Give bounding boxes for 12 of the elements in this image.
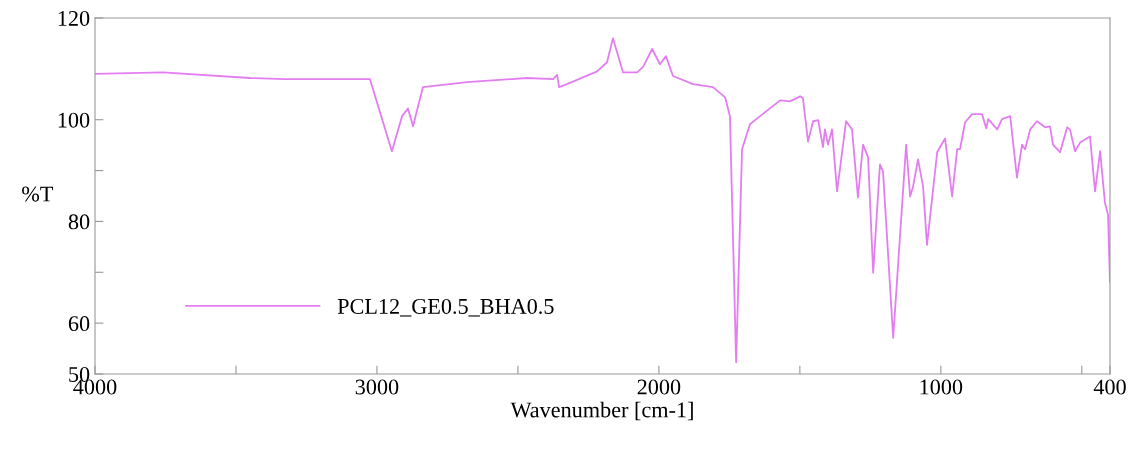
text: PCL12_GE0.5_BHA0.5 <box>337 298 554 317</box>
y-tick-label: 80 <box>68 214 90 230</box>
x-tick-label: 1000 <box>920 379 963 395</box>
y-tick-label: 120 <box>58 10 90 26</box>
y-tick-label: 100 <box>58 112 90 128</box>
x-tick-label: 400 <box>1093 379 1126 395</box>
y-tick-label: 60 <box>68 316 90 332</box>
x-tick-label: 3000 <box>355 379 399 395</box>
y-axis-title: %T <box>22 186 54 202</box>
x-tick-label: 2000 <box>637 379 681 395</box>
x-axis-title: Wavenumber [cm-1] <box>510 401 693 421</box>
line-series <box>95 37 1110 364</box>
